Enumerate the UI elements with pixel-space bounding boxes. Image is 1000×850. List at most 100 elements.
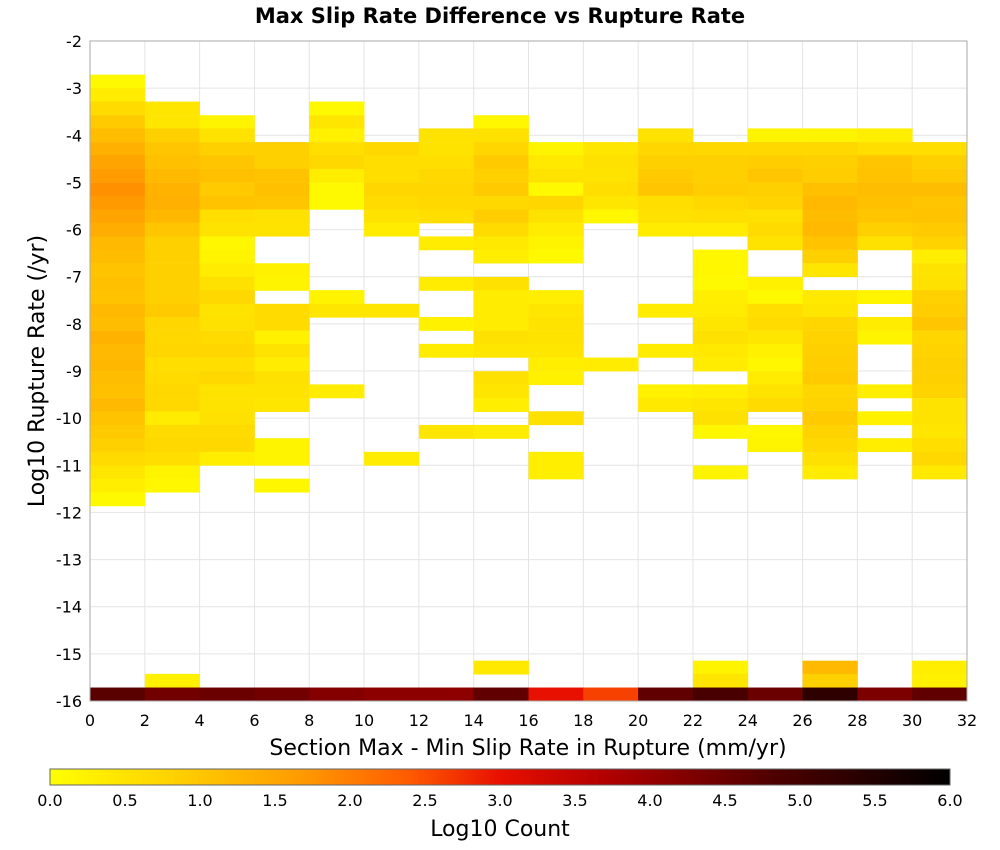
heatmap-cell [583,195,639,210]
heatmap-cell [254,182,310,197]
y-tick-label: -11 [56,456,82,475]
colorbar-tick-label: 3.5 [562,791,587,810]
x-tick-label: 16 [518,711,538,730]
heatmap-cell [199,209,255,224]
heatmap-cell [802,411,858,426]
heatmap-cell [692,398,749,412]
heatmap-cell [747,384,803,399]
heatmap-cell [692,673,749,688]
heatmap-cell [144,168,201,183]
heatmap-cell [912,182,968,197]
x-tick-label: 6 [249,711,259,730]
heatmap-cell [912,687,968,702]
heatmap-cell [802,222,858,237]
heatmap-cell [857,687,913,702]
heatmap-cell [638,687,694,702]
heatmap-cell [473,276,529,291]
heatmap-cell [90,101,146,116]
heatmap-cell [364,195,420,210]
heatmap-cell [802,384,858,399]
heatmap-cell [857,142,913,156]
x-tick-label: 14 [464,711,484,730]
heatmap-cell [638,182,694,197]
heatmap-cells [90,74,968,702]
heatmap-cell [473,303,529,318]
heatmap-cell [144,478,201,493]
heatmap-cell [364,303,420,318]
heatmap-cell [309,142,365,156]
heatmap-cell [199,115,255,130]
heatmap-cell [364,451,420,466]
heatmap-cell [692,687,749,702]
heatmap-cell [802,236,858,251]
x-tick-label: 26 [792,711,812,730]
heatmap-cell [90,316,146,331]
heatmap-cell [912,316,968,331]
heatmap-cell [364,182,420,197]
y-tick-label: -2 [66,32,82,51]
heatmap-cell [912,673,968,688]
heatmap-cell [912,371,968,386]
heatmap-cell [199,263,255,278]
heatmap-cell [473,290,529,304]
heatmap-cell [309,384,365,399]
heatmap-cell [364,168,420,183]
heatmap-cell [309,195,365,210]
heatmap-cell [364,155,420,170]
heatmap-cell [309,115,365,130]
heatmap-cell [857,195,913,210]
heatmap-cell [90,451,146,466]
colorbar-tick-label: 1.0 [187,791,212,810]
heatmap-cell [144,316,201,331]
heatmap-cell [254,168,310,183]
heatmap-cell [583,182,639,197]
heatmap-cell [692,263,749,278]
heatmap-cell [199,357,255,372]
heatmap-cell [912,343,968,358]
heatmap-cell [638,398,694,412]
heatmap-cell [473,660,529,675]
heatmap-cell [583,142,639,156]
heatmap-cell [802,168,858,183]
heatmap-cell [912,660,968,675]
heatmap-cell [418,142,475,156]
heatmap-cell [473,398,529,412]
heatmap-cell [144,155,201,170]
x-tick-label: 0 [85,711,95,730]
y-tick-label: -15 [56,645,82,664]
heatmap-cell [473,142,529,156]
heatmap-cell [144,357,201,372]
heatmap-cell [912,424,968,439]
y-tick-label: -6 [66,221,82,240]
heatmap-cell [364,222,420,237]
heatmap-cell [144,438,201,453]
colorbar-tick-label: 4.0 [637,791,662,810]
heatmap-cell [912,236,968,251]
chart-title: Max Slip Rate Difference vs Rupture Rate [255,4,745,28]
heatmap-cell [90,128,146,143]
y-tick-label: -13 [56,551,82,570]
heatmap-cell [254,384,310,399]
heatmap-cell [473,209,529,224]
heatmap-cell [802,316,858,331]
heatmap-cell [638,168,694,183]
heatmap-cell [857,236,913,251]
heatmap-cell [473,115,529,130]
heatmap-cell [199,451,255,466]
heatmap-cell [90,371,146,386]
heatmap-cell [747,330,803,345]
heatmap-cell [802,128,858,143]
x-tick-label: 8 [304,711,314,730]
colorbar-tick-label: 6.0 [937,791,962,810]
heatmap-cell [747,290,803,304]
heatmap-cell [528,343,584,358]
heatmap-cell [528,303,584,318]
heatmap-cell [528,142,584,156]
heatmap-cell [692,303,749,318]
heatmap-cell [912,330,968,345]
heatmap-cell [90,74,146,89]
heatmap-cell [144,276,201,291]
heatmap-cell [418,182,475,197]
heatmap-cell [418,343,475,358]
colorbar-label: Log10 Count [430,817,570,842]
